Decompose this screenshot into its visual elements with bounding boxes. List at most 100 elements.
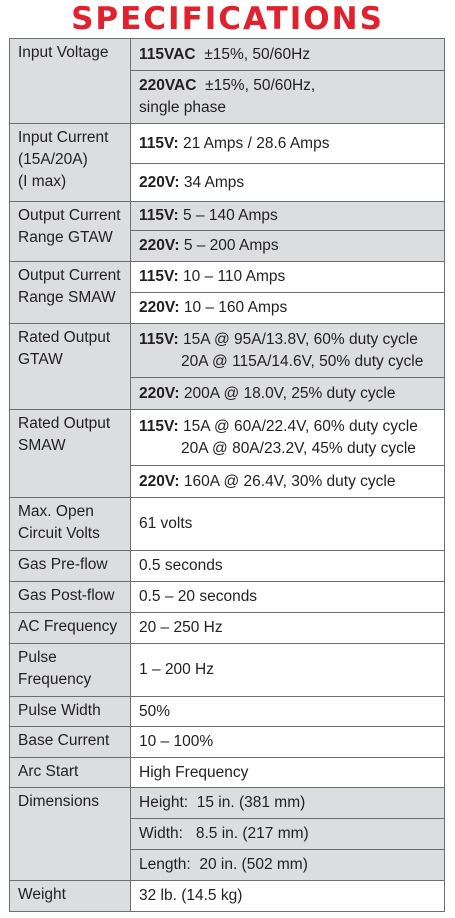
voltage-tag: 220V: (139, 237, 180, 254)
label-text: Output Current (18, 267, 121, 284)
label-text: Input Current (18, 129, 109, 146)
spec-value: 220V: 10 – 160 Amps (130, 292, 445, 324)
label-text: Rated Output (18, 329, 111, 346)
table-row: Rated Output GTAW 115V: 15A @ 95A/13.8V,… (9, 323, 445, 410)
label-text: GTAW (18, 351, 63, 368)
voltage-tag: 115V: (139, 330, 179, 348)
table-row: Length: 20 in. (502 mm) (10, 849, 445, 881)
row-label: Pulse Width (9, 696, 131, 727)
voltage-tag: 115V: (139, 417, 179, 435)
voltage-tag: 220V: (139, 173, 180, 191)
row-label: Weight (9, 880, 131, 912)
table-row: Gas Post-flow 0.5 – 20 seconds (9, 581, 445, 613)
voltage-tag: 220V: (139, 384, 180, 402)
spec-value: Width: 8.5 in. (217 mm) (130, 818, 445, 850)
spec-value: 115V: 10 – 110 Amps (130, 261, 445, 293)
spec-value: 0.5 – 20 seconds (130, 581, 445, 613)
table-row: Width: 8.5 in. (217 mm) (10, 818, 445, 850)
spec-value: 115VAC ±15%, 50/60Hz (130, 38, 445, 71)
row-label: Rated Output SMAW (9, 409, 131, 498)
table-row: 220V: 5 – 200 Amps (10, 230, 445, 262)
row-label: Pulse Frequency (9, 643, 131, 697)
value-text: 10 – 110 Amps (182, 268, 286, 285)
table-row: 220V: 10 – 160 Amps (10, 292, 445, 324)
spec-value: 32 lb. (14.5 kg) (130, 880, 445, 912)
voltage-tag: 115VAC (139, 45, 196, 63)
label-text: Pulse (18, 649, 57, 666)
table-row: Rated Output SMAW 115V: 15A @ 60A/22.4V,… (9, 409, 445, 498)
table-row: Output Current Range GTAW 115V: 5 – 140 … (9, 201, 445, 262)
value-text: 10 – 160 Amps (183, 299, 288, 316)
spec-value: 0.5 seconds (130, 550, 445, 582)
value-text: 5 – 140 Amps (182, 207, 278, 224)
voltage-tag: 115V: (139, 207, 179, 224)
table-row: Max. Open Circuit Volts 61 volts (9, 497, 445, 551)
table-row: Base Current 10 – 100% (9, 726, 445, 758)
label-text: Rated Output (18, 415, 111, 432)
table-row: 220VAC ±15%, 50/60Hz, single phase (10, 70, 445, 124)
spec-value: 220VAC ±15%, 50/60Hz, single phase (130, 70, 445, 124)
row-label: Base Current (9, 726, 131, 758)
spec-value: 20 – 250 Hz (130, 612, 445, 644)
value-text: 15A @ 60A/22.4V, 60% duty cycle (182, 417, 418, 435)
row-label: AC Frequency (9, 612, 131, 644)
value-text: 5 – 200 Amps (183, 237, 279, 254)
voltage-tag: 220V: (139, 299, 180, 316)
table-row: 220V: 200A @ 18.0V, 25% duty cycle (10, 377, 445, 410)
label-text: (15A/20A) (18, 151, 88, 168)
row-label: Output Current Range GTAW (9, 201, 131, 262)
spec-value: 220V: 200A @ 18.0V, 25% duty cycle (130, 377, 445, 410)
row-label: Dimensions (9, 787, 131, 881)
table-row: 220V: 160A @ 26.4V, 30% duty cycle (10, 465, 445, 498)
label-text: Circuit Volts (18, 525, 100, 542)
spec-value: High Frequency (130, 757, 445, 788)
spec-value: 115V: 15A @ 60A/22.4V, 60% duty cycle 20A… (130, 409, 445, 466)
page-title: SPECIFICATIONS (71, 1, 384, 37)
value-text: 15A @ 95A/13.8V, 60% duty cycle (182, 330, 418, 348)
voltage-tag: 115V: (139, 268, 179, 285)
row-label: Arc Start (9, 757, 131, 788)
table-row: Arc Start High Frequency (9, 757, 445, 788)
spec-value: 10 – 100% (130, 726, 445, 758)
spec-value: 1 – 200 Hz (130, 643, 445, 697)
table-row: Pulse Frequency 1 – 200 Hz (9, 643, 445, 697)
voltage-tag: 220VAC (139, 77, 197, 94)
row-label: Gas Post-flow (9, 581, 131, 613)
table-row: 220V: 34 Amps (10, 163, 445, 202)
spec-value: 220V: 160A @ 26.4V, 30% duty cycle (130, 465, 445, 498)
spec-value: 115V: 5 – 140 Amps (130, 201, 445, 231)
label-text: Output Current (18, 207, 121, 224)
label-text: Frequency (18, 671, 92, 688)
label-text: Input Voltage (18, 44, 109, 61)
row-label: Output Current Range SMAW (9, 261, 131, 324)
spec-value: Height: 15 in. (381 mm) (130, 787, 445, 819)
spec-value: 50% (130, 696, 445, 727)
label-text: SMAW (18, 437, 66, 454)
table-row: Input Current (15A/20A) (I max) 115V: 21… (9, 123, 445, 202)
value-text: 20A @ 115A/14.6V, 50% duty cycle (181, 352, 424, 370)
spec-value: Length: 20 in. (502 mm) (130, 849, 445, 881)
label-text: Range SMAW (18, 289, 116, 306)
value-text: 160A @ 26.4V, 30% duty cycle (183, 472, 396, 490)
spec-value: 220V: 34 Amps (130, 163, 445, 202)
row-label: Rated Output GTAW (9, 323, 131, 410)
label-text: Max. Open (18, 503, 94, 520)
value-text: 34 Amps (183, 173, 245, 191)
table-row: Output Current Range SMAW 115V: 10 – 110… (9, 261, 445, 324)
voltage-tag: 220V: (139, 472, 180, 490)
table-row: Pulse Width 50% (9, 696, 445, 727)
value-text: ±15%, 50/60Hz (204, 45, 311, 63)
row-label: Input Current (15A/20A) (I max) (9, 123, 131, 202)
specifications-table: Input Voltage 115VAC ±15%, 50/60Hz 220VA… (9, 38, 445, 912)
spec-value: 115V: 21 Amps / 28.6 Amps (130, 123, 445, 164)
spec-value: 61 volts (130, 497, 445, 551)
table-row: Gas Pre-flow 0.5 seconds (9, 550, 445, 582)
row-label: Gas Pre-flow (9, 550, 131, 582)
voltage-tag: 115V: (139, 134, 179, 152)
value-text: 20A @ 80A/23.2V, 45% duty cycle (181, 439, 416, 457)
row-label: Input Voltage (9, 38, 131, 124)
value-text: ±15%, 50/60Hz, (205, 77, 316, 94)
label-text: (I max) (18, 173, 67, 190)
table-row: AC Frequency 20 – 250 Hz (9, 612, 445, 644)
label-text: Range GTAW (18, 229, 113, 246)
